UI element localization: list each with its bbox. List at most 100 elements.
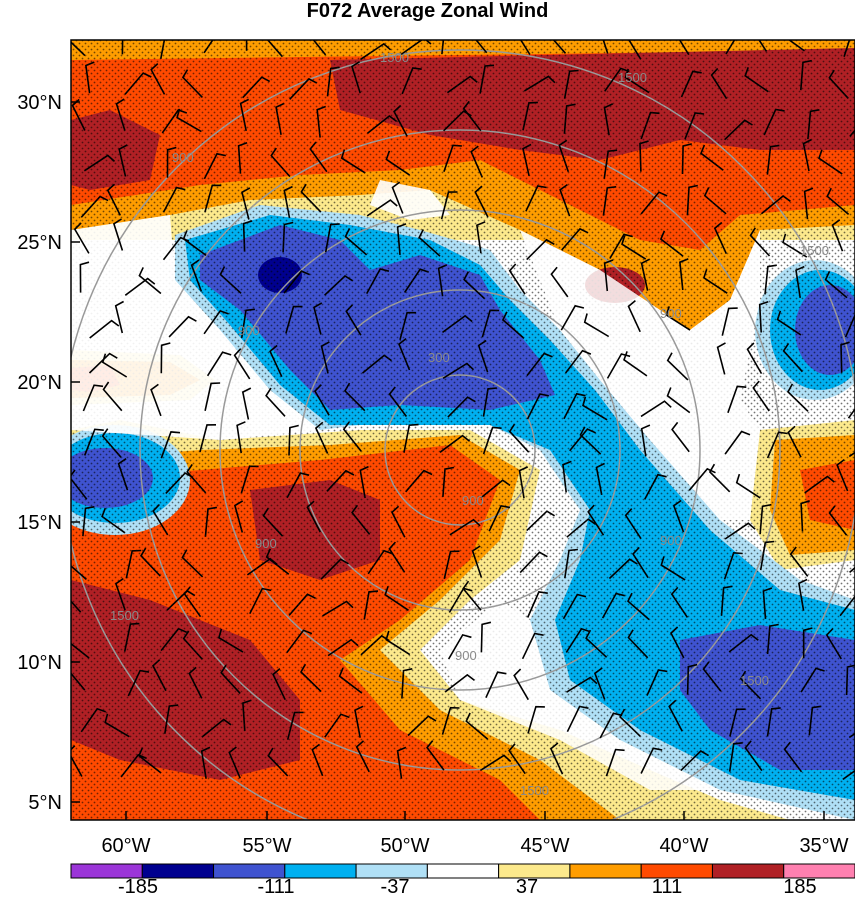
wind-barb: [228, 746, 241, 779]
wind-barb: [354, 705, 364, 738]
wind-barb: [602, 186, 617, 216]
wind-barb: [272, 667, 286, 701]
wind-barb: [566, 676, 598, 693]
map-title: F072 Average Zonal Wind: [306, 0, 549, 22]
wind-barb: [206, 351, 232, 377]
wind-barb: [666, 352, 689, 381]
wind-barb: [640, 747, 663, 774]
wind-barb: [559, 183, 571, 217]
wind-barb: [470, 145, 484, 178]
wind-barb: [150, 63, 166, 95]
wind-barbs: [71, 40, 855, 781]
wind-barb: [488, 505, 511, 532]
wind-barb: [405, 469, 433, 493]
ring-label: 900: [238, 323, 260, 338]
wind-barb: [513, 668, 529, 701]
wind-barb: [150, 383, 162, 417]
wind-barb: [168, 315, 197, 338]
wind-barb: [481, 309, 500, 338]
wind-barb: [249, 587, 272, 615]
ring-label: 1500: [110, 608, 139, 623]
wind-barb: [327, 638, 359, 657]
wind-barb: [679, 258, 689, 291]
wind-barb: [561, 227, 589, 251]
wind-barb: [164, 704, 179, 734]
wind-barb: [359, 465, 369, 499]
wind-barb: [462, 100, 482, 132]
wind-barb: [265, 387, 286, 417]
wind-barb: [605, 748, 625, 777]
colorbar-swatch: [569, 863, 642, 879]
colorbar-label: 37: [516, 876, 538, 898]
wind-barb: [338, 667, 363, 694]
wind-barb: [391, 181, 404, 214]
wind-barb: [237, 142, 248, 174]
wind-barb: [763, 108, 785, 136]
lat-label: 20°N: [17, 372, 62, 394]
wind-barb: [314, 384, 330, 416]
wind-barb: [787, 40, 805, 52]
wind-barb: [803, 187, 814, 220]
wind-barb: [365, 268, 390, 294]
wind-barb: [744, 67, 769, 93]
wind-barb: [716, 342, 726, 375]
ring-label: 1500: [740, 673, 769, 688]
wind-barb: [220, 664, 241, 694]
wind-barb: [190, 259, 203, 292]
wind-barb: [283, 270, 311, 294]
lat-label: 5°N: [28, 792, 62, 814]
wind-barb: [526, 238, 555, 261]
wind-barb: [839, 595, 855, 617]
wind-barb: [439, 434, 471, 453]
wind-barb: [418, 229, 441, 257]
wind-barb: [401, 668, 413, 699]
wind-barb: [449, 518, 481, 536]
wind-barb: [519, 551, 548, 574]
wind-barb: [727, 385, 747, 414]
wind-barb: [564, 548, 578, 579]
wind-barb: [621, 235, 647, 260]
wind-barb: [585, 629, 608, 658]
wind-barb: [351, 504, 371, 535]
wind-barb: [322, 600, 354, 617]
wind-barb: [724, 430, 751, 455]
wind-barb: [300, 183, 322, 213]
wind-barb: [160, 627, 188, 652]
wind-barb: [240, 308, 255, 339]
wind-barb: [324, 223, 340, 253]
colorbar-swatch: [426, 863, 500, 879]
wind-barb: [847, 407, 855, 419]
wind-barb: [313, 302, 323, 335]
wind-barb: [842, 769, 855, 781]
wind-barb: [475, 40, 488, 54]
wind-barb: [242, 699, 252, 732]
wind-barb: [324, 713, 350, 738]
wind-barb: [566, 705, 589, 733]
wind-barb: [672, 499, 685, 533]
wind-barb: [160, 431, 181, 459]
ring-label: 900: [172, 150, 194, 165]
wind-barb: [443, 144, 462, 173]
wind-barb: [101, 428, 122, 458]
wind-barb: [124, 72, 152, 95]
wind-barb: [646, 669, 668, 696]
wind-barb: [265, 548, 290, 575]
wind-barb: [564, 349, 592, 374]
wind-barb: [288, 424, 299, 456]
wind-barb: [441, 40, 445, 55]
wind-barb: [400, 40, 432, 56]
range-ring-labels: 1500 1500 900 900 300 900 900 900 1500 1…: [110, 50, 829, 798]
wind-barb: [176, 108, 202, 133]
ring-label: 1500: [380, 50, 409, 65]
wind-barb: [399, 311, 417, 341]
wind-barb: [593, 667, 606, 700]
wind-barb: [526, 352, 553, 377]
wind-barb: [480, 479, 511, 499]
wind-barb: [680, 70, 702, 98]
wind-barb: [138, 267, 162, 295]
wind-barb: [482, 387, 497, 417]
wind-barb: [518, 466, 529, 499]
wind-barb: [447, 633, 472, 660]
wind-barb: [320, 558, 349, 580]
wind-barb: [71, 469, 88, 500]
